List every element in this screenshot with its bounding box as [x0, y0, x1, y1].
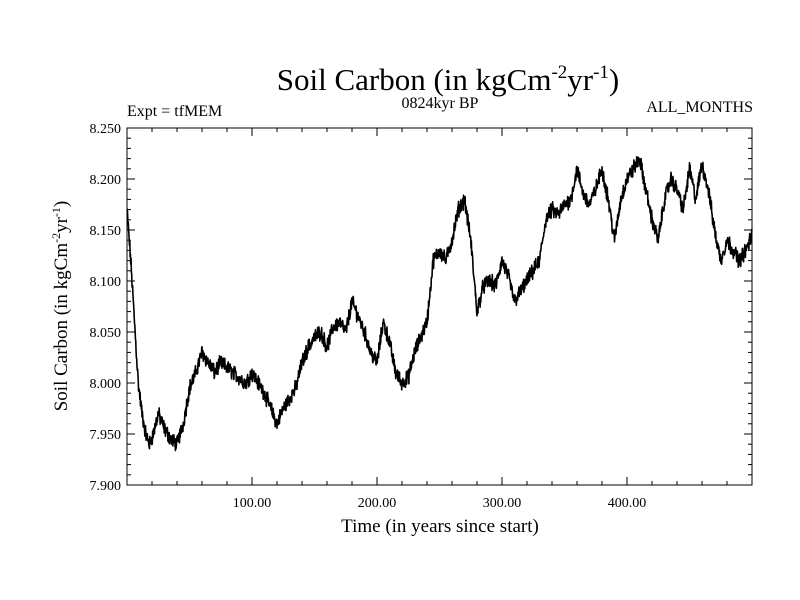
y-tick-label: 8.150 [90, 224, 122, 239]
x-tick-label: 200.00 [358, 496, 397, 511]
y-axis-ticks: 7.900 7.950 8.000 8.050 8.100 8.150 8.200 8.250 [90, 122, 752, 494]
y-tick-label: 7.950 [90, 428, 122, 443]
x-tick-label: 100.00 [233, 496, 272, 511]
y-tick-label: 8.100 [90, 275, 122, 290]
y-tick-label: 8.250 [90, 122, 122, 137]
series-layer [126, 155, 753, 452]
x-axis-label: Time (in years since start) [341, 516, 539, 537]
x-axis-ticks: 100.00 200.00 300.00 400.00 [151, 128, 728, 511]
series-line [126, 155, 753, 452]
subtitle-months: ALL_MONTHS [646, 99, 753, 116]
subtitle-experiment: Expt = tfMEM [127, 103, 222, 120]
y-axis-label: Soil Carbon (in kgCm-2yr-1) [49, 201, 72, 412]
plot-frame [126, 127, 753, 486]
y-tick-label: 8.050 [90, 326, 122, 341]
y-tick-label: 8.200 [90, 173, 122, 188]
y-tick-label: 7.900 [90, 479, 122, 494]
x-tick-label: 300.00 [483, 496, 522, 511]
x-tick-label: 400.00 [608, 496, 647, 511]
subtitle-period: 0824kyr BP [402, 95, 479, 112]
y-tick-label: 8.000 [90, 377, 122, 392]
chart-title: Soil Carbon (in kgCm-2yr-1) [277, 62, 620, 97]
